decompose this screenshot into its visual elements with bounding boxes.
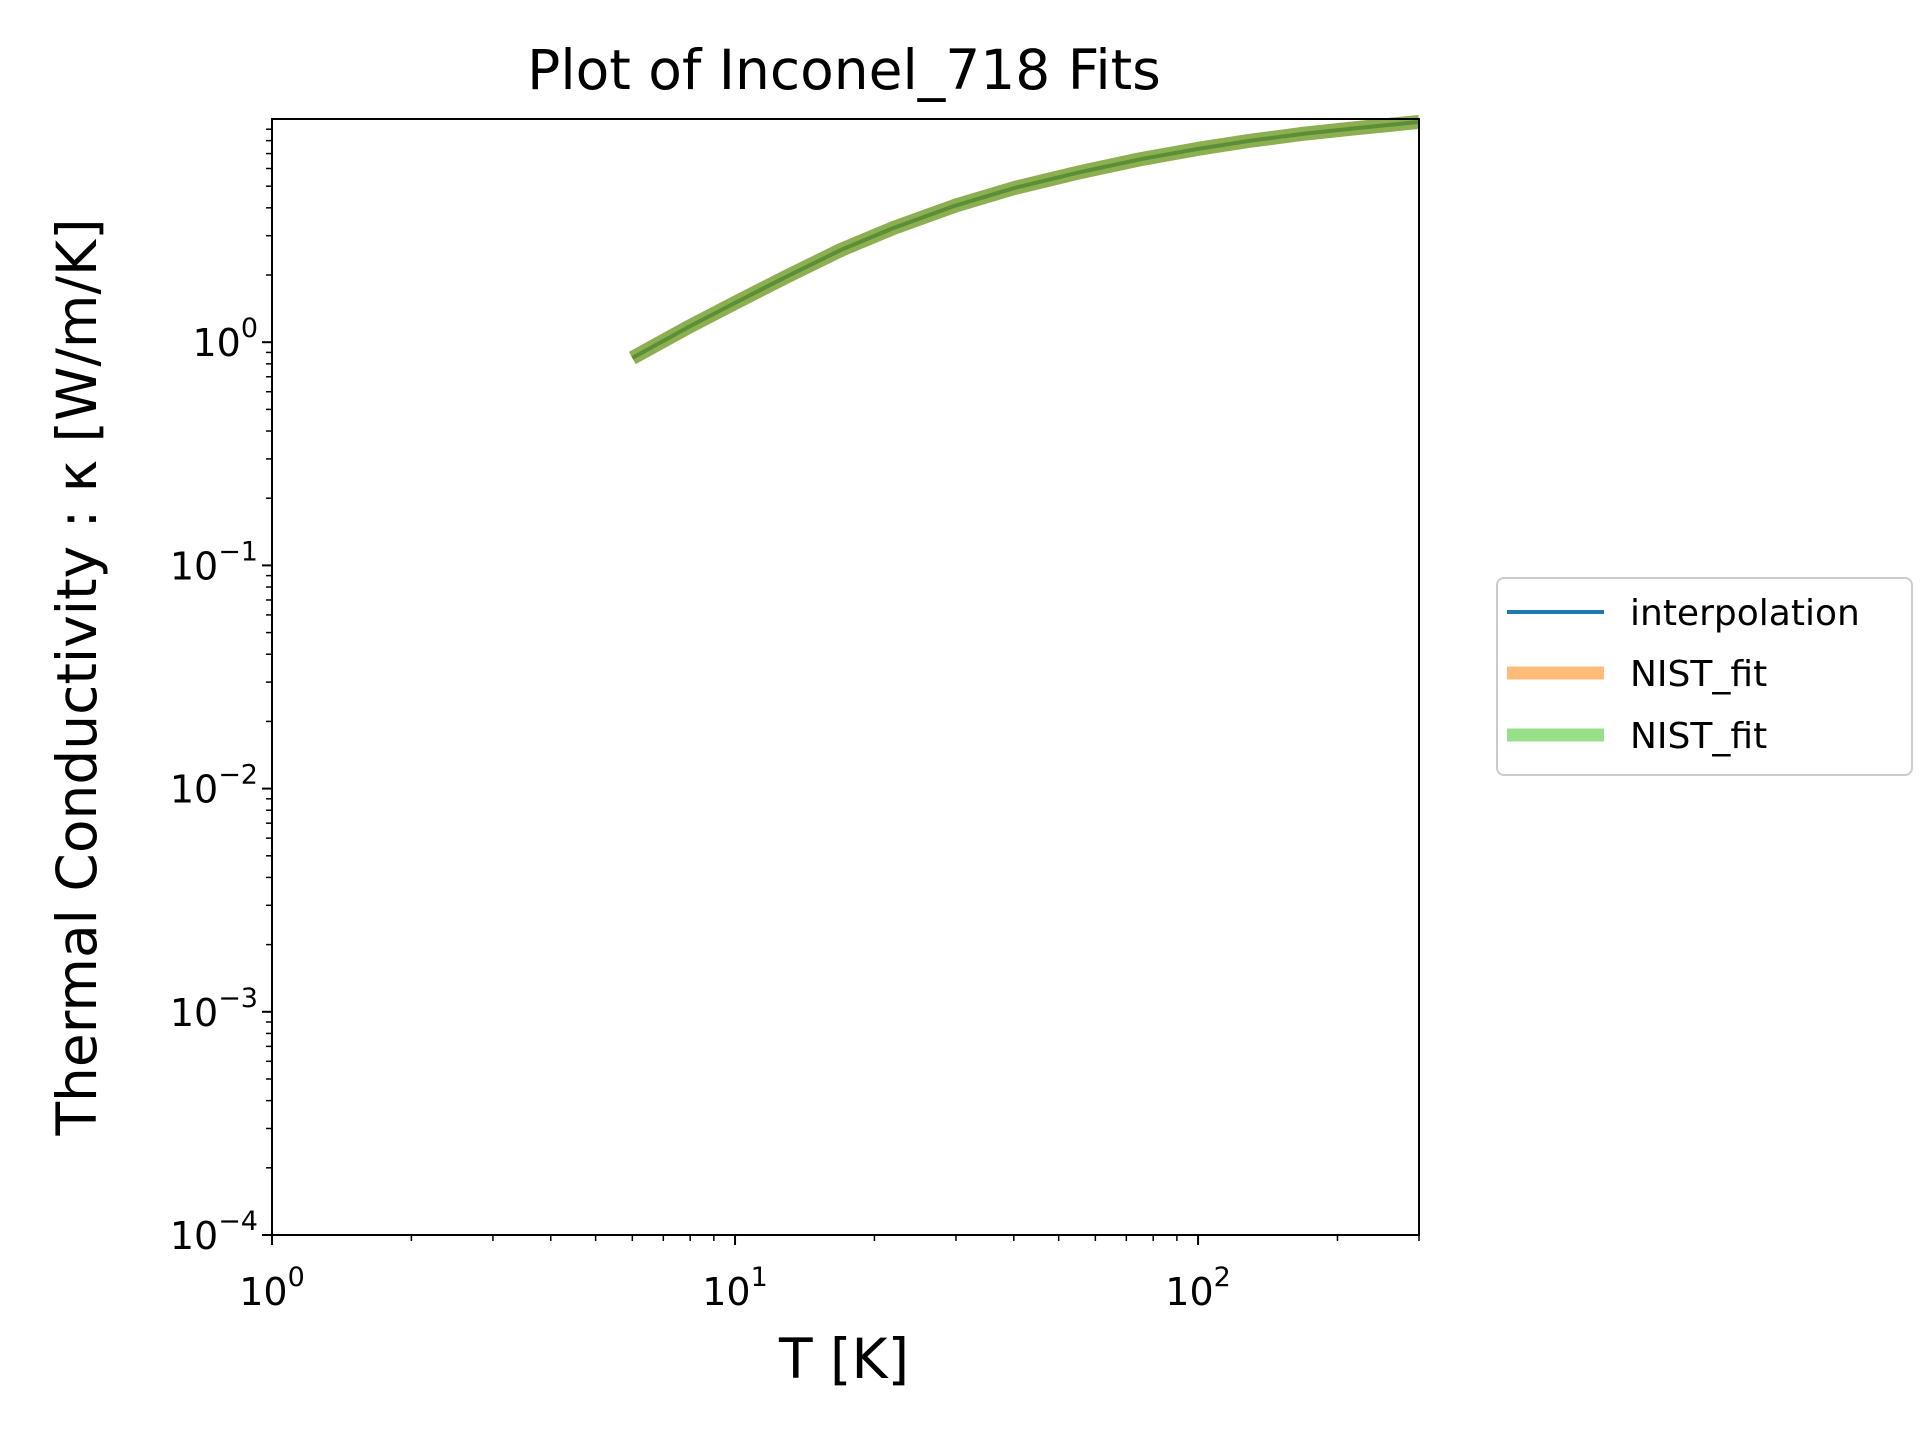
y-tick-label: 10−1 (170, 536, 258, 588)
plot-frame (271, 118, 1420, 1236)
legend: interpolation NIST_fit NIST_fit (1496, 577, 1913, 776)
legend-frame (1496, 577, 1913, 776)
plot-lines (628, 114, 1420, 365)
legend-label-1: NIST_fit (1630, 654, 1767, 695)
x-tick-label: 100 (239, 1262, 305, 1314)
legend-label-2: NIST_fit (1630, 716, 1767, 757)
x-axis-ticks: 100 101 102 (239, 1235, 1420, 1314)
y-tick-label: 10−4 (170, 1206, 258, 1258)
x-tick-label: 102 (1165, 1262, 1231, 1314)
chart-title: Plot of Inconel_718 Fits (527, 38, 1161, 102)
y-axis-label: Thermal Conductivity : κ [W/m/K] (45, 218, 109, 1136)
y-tick-label: 100 (192, 313, 258, 365)
y-tick-label: 10−2 (170, 760, 258, 812)
legend-label-0: interpolation (1630, 593, 1860, 634)
x-axis-label: T [K] (778, 1327, 909, 1391)
x-tick-label: 101 (702, 1262, 768, 1314)
y-axis-ticks: 10−4 10−3 10−2 10−1 100 (170, 128, 272, 1258)
y-tick-label: 10−3 (170, 983, 258, 1035)
series-interpolation-line (631, 119, 1420, 360)
